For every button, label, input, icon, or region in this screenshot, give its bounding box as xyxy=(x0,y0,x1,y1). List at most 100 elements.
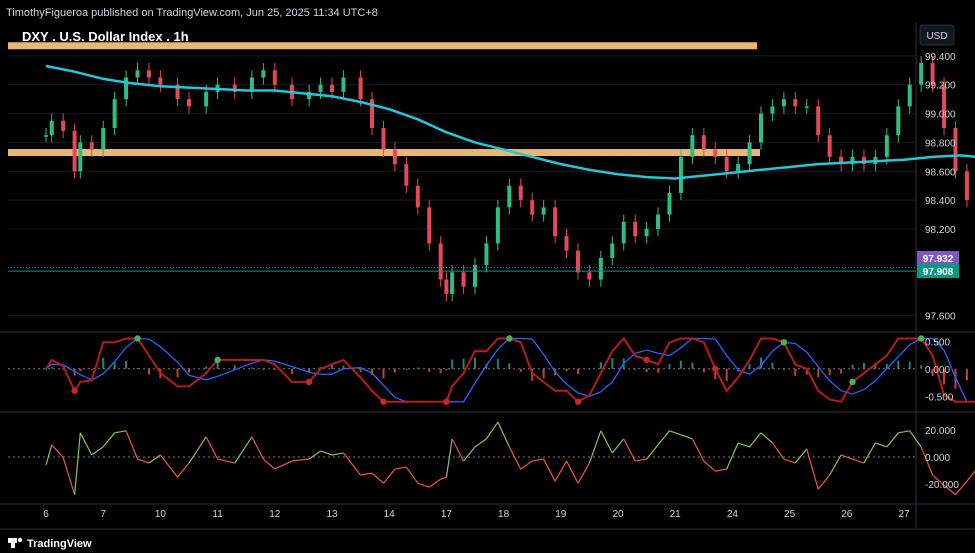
macd-histogram-bar xyxy=(771,362,774,369)
macd-histogram-bar xyxy=(176,368,179,378)
osc-segment xyxy=(920,446,934,476)
candle-body xyxy=(770,106,775,114)
candle-body xyxy=(124,77,129,100)
osc-segment xyxy=(898,430,910,434)
candle-body xyxy=(358,77,363,100)
candle-body xyxy=(249,77,254,92)
candle-body xyxy=(701,135,706,150)
publisher-text: TimothyFigueroa published on TradingView… xyxy=(6,7,378,19)
y-tick-label: 99.400 xyxy=(925,52,956,63)
x-tick-label: 26 xyxy=(841,509,853,520)
macd-histogram-bar xyxy=(576,368,579,375)
x-tick-label: 13 xyxy=(326,509,338,520)
candle-body xyxy=(621,221,626,244)
osc-segment xyxy=(148,454,161,464)
resistance-zones-layer xyxy=(8,42,760,157)
macd-histogram-bar xyxy=(874,362,877,369)
candle-body xyxy=(656,214,661,229)
macd-histogram-bar xyxy=(748,363,751,369)
macd-histogram-bar xyxy=(62,368,65,370)
osc-segment xyxy=(749,432,762,448)
osc-segment xyxy=(342,452,362,476)
macd-histogram-bar xyxy=(233,365,236,369)
osc-segment xyxy=(680,434,693,440)
macd-cross-dot xyxy=(574,398,582,405)
osc-segment xyxy=(159,454,179,478)
candle-body xyxy=(781,99,786,107)
osc-tick-label: -20.000 xyxy=(925,480,959,491)
price-label-bg xyxy=(917,251,959,265)
macd-histogram-bar xyxy=(188,368,190,373)
macd-histogram-bar xyxy=(462,358,465,369)
macd-histogram-bar xyxy=(725,368,728,382)
macd-histogram-bar xyxy=(542,368,545,379)
candle-body xyxy=(318,84,323,92)
macd-histogram-bar xyxy=(805,368,808,375)
macd-histogram-bar xyxy=(290,368,293,375)
candle-body xyxy=(759,113,763,143)
candle-body xyxy=(942,84,947,128)
osc-segment xyxy=(485,421,499,440)
osc-segment xyxy=(62,457,76,495)
osc-segment xyxy=(445,438,453,478)
macd-cross-dot xyxy=(917,335,925,342)
macd-histogram-bar xyxy=(634,368,637,370)
candle-body xyxy=(678,156,683,193)
candle-body xyxy=(272,70,277,85)
candle-body xyxy=(404,164,409,186)
currency-badge[interactable]: USD xyxy=(926,31,947,42)
candle-body xyxy=(438,243,443,280)
macd-tick-label: -0.500 xyxy=(925,392,954,403)
macd-histogram-bar xyxy=(382,368,385,379)
macd-histogram-bar xyxy=(943,368,946,385)
osc-segment xyxy=(646,444,659,460)
macd-histogram-bar xyxy=(794,368,797,377)
macd-cross-dot xyxy=(305,378,313,386)
candle-body xyxy=(484,243,489,266)
macd-histogram-bar xyxy=(508,363,511,369)
candle-body xyxy=(736,164,741,172)
macd-histogram-bar xyxy=(342,365,345,369)
macd-cross-dot xyxy=(214,356,221,364)
macd-cross-dot xyxy=(71,387,78,394)
osc-tick-label: 0.000 xyxy=(925,453,950,464)
osc-segment xyxy=(102,432,116,448)
macd-histogram-bar xyxy=(445,368,448,371)
candle-body xyxy=(44,135,48,137)
candle-body xyxy=(175,84,180,100)
candle-body xyxy=(644,229,649,237)
currency-badge-bg[interactable] xyxy=(919,24,955,46)
candle-body xyxy=(427,207,432,244)
candle-body xyxy=(587,272,592,280)
osc-segment xyxy=(383,468,396,484)
macd-histogram-bar xyxy=(439,368,442,374)
osc-segment xyxy=(331,452,344,456)
macd-histogram-bar xyxy=(657,368,660,373)
osc-segment xyxy=(726,442,739,470)
macd-histogram-bar xyxy=(691,362,694,369)
osc-segment xyxy=(817,474,831,490)
price-label: 97.908 xyxy=(923,267,954,278)
candle-body xyxy=(261,70,266,78)
osc-segment xyxy=(463,446,476,462)
osc-segment xyxy=(114,430,127,434)
osc-segment xyxy=(125,430,139,460)
osc-segment xyxy=(703,460,716,472)
macd-histogram-bar xyxy=(416,367,419,369)
candle-body xyxy=(804,106,809,108)
osc-segment xyxy=(371,472,384,484)
candle-body xyxy=(135,70,140,78)
resistance-zone xyxy=(8,149,760,157)
price-label: 97.932 xyxy=(923,254,954,265)
candle-body xyxy=(530,200,535,215)
moving-average-layer xyxy=(8,64,975,272)
symbol-title: DXY . U.S. Dollar Index . 1h xyxy=(22,29,189,44)
candle-body xyxy=(884,135,889,157)
osc-segment xyxy=(760,432,773,444)
osc-segment xyxy=(394,466,407,470)
osc-segment xyxy=(45,444,53,466)
osc-segment xyxy=(623,438,636,462)
osc-segment xyxy=(234,436,253,464)
macd-layer xyxy=(8,335,975,405)
